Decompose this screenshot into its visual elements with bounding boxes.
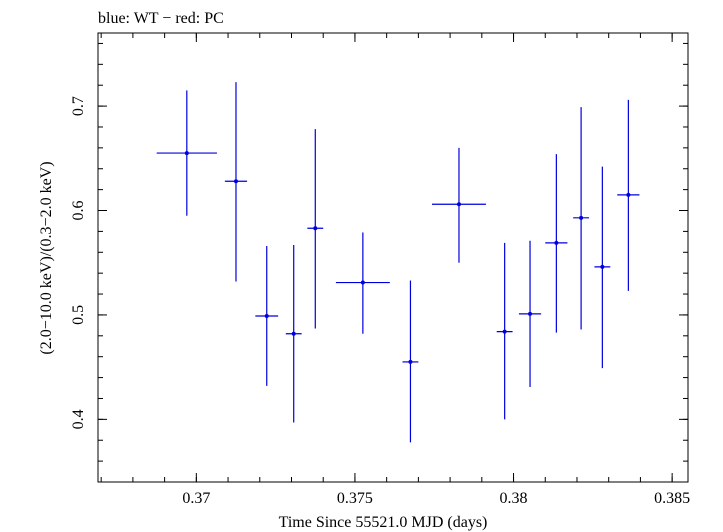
data-point: [156, 90, 217, 216]
data-point: [573, 107, 590, 330]
y-axis: 0.4 0.5 0.6 0.7: [70, 42, 688, 483]
data-marker: [360, 280, 365, 285]
plot-frame: [97, 32, 689, 483]
data-point: [545, 154, 568, 333]
x-tick-label: 0.385: [654, 490, 690, 507]
data-marker: [600, 264, 605, 269]
data-point: [224, 82, 248, 282]
data-marker: [502, 329, 507, 334]
data-point: [518, 240, 542, 387]
data-point: [255, 246, 279, 386]
data-point: [402, 280, 419, 443]
y-tick-label: 0.4: [70, 409, 87, 429]
data-point: [594, 166, 611, 369]
x-tick-label: 0.37: [182, 490, 210, 507]
data-point: [617, 99, 640, 291]
y-tick-label: 0.5: [70, 305, 87, 325]
data-point: [335, 232, 390, 334]
data-marker: [528, 311, 533, 316]
data-marker: [456, 202, 461, 207]
data-marker: [233, 179, 238, 184]
x-axis: 0.37 0.375 0.38 0.385: [100, 33, 690, 507]
y-axis-label: (2.0−10.0 keV)/(0.3−2.0 keV): [38, 161, 55, 354]
data-point: [432, 147, 486, 263]
data-point: [285, 244, 302, 423]
data-point: [496, 242, 513, 420]
data-marker: [264, 313, 269, 318]
data-series: [156, 82, 640, 443]
data-marker: [579, 215, 584, 220]
data-marker: [626, 192, 631, 197]
data-marker: [184, 151, 189, 156]
series-wt: [156, 82, 640, 443]
data-marker: [291, 331, 296, 336]
data-marker: [554, 240, 559, 245]
data-marker: [408, 359, 413, 364]
x-tick-label: 0.38: [500, 490, 528, 507]
chart-title: blue: WT − red: PC: [98, 10, 224, 27]
x-tick-label: 0.375: [337, 490, 373, 507]
x-axis-label: Time Since 55521.0 MJD (days): [279, 514, 488, 531]
y-tick-label: 0.7: [70, 96, 87, 116]
data-marker: [313, 226, 318, 231]
data-point: [307, 129, 324, 329]
y-tick-label: 0.6: [70, 201, 87, 221]
